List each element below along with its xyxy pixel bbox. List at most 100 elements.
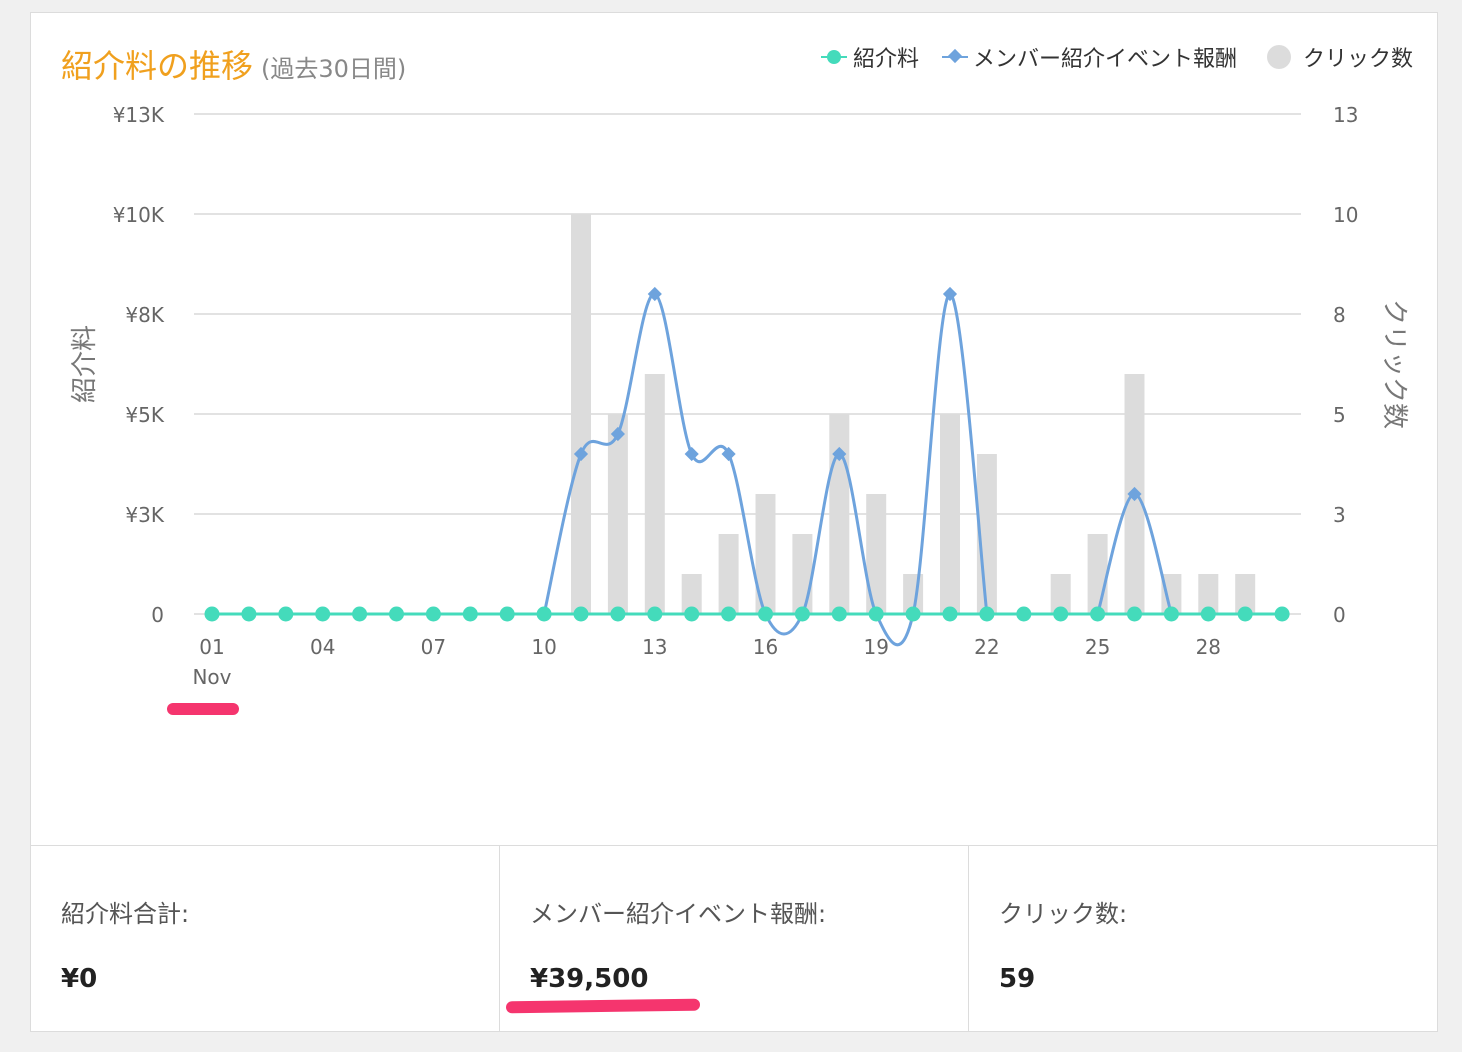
click-count-bar	[571, 214, 591, 614]
legend-circle-icon	[1266, 45, 1291, 69]
referral-fee-point	[278, 606, 294, 622]
chart-subtitle: (過去30日間)	[261, 55, 407, 83]
referral-fee-point	[315, 606, 331, 622]
nov-highlight-mark	[167, 703, 239, 715]
y-left-tick-label: 0	[151, 603, 164, 627]
referral-fee-point	[794, 606, 810, 622]
member-event-reward-point	[647, 286, 662, 302]
referral-fee-point	[758, 606, 773, 622]
click-count-bar	[829, 414, 850, 614]
referral-fee-point	[1127, 606, 1142, 622]
member-event-reward-point	[832, 446, 847, 462]
x-month-label: Nov	[192, 665, 231, 689]
legend-label-clicks: クリック数	[1302, 47, 1413, 72]
referral-fee-point	[573, 606, 589, 622]
click-count-bar	[681, 574, 702, 614]
y-right-tick-label: 8	[1333, 303, 1346, 327]
x-tick-label: 10	[531, 635, 556, 659]
chart-svg: 0 0 ¥3K 3 ¥5K 5 ¥8K 8 ¥10K 10 ¥13K 13 紹介料 クリック数 01 04 07…	[70, 103, 1409, 689]
member-event-reward-line	[542, 292, 989, 647]
y-left-tick-label: ¥8K	[125, 303, 164, 327]
click-count-bar	[1050, 574, 1071, 614]
referral-fee-point	[721, 606, 737, 622]
referral-fee-point	[425, 606, 441, 622]
x-tick-label: 25	[1085, 635, 1110, 659]
stats-row: 紹介料合計: ¥0 メンバー紹介イベント報酬: ¥39,500 クリック数: 5…	[31, 846, 1437, 1031]
chart-title-text: 紹介料の推移	[61, 47, 254, 85]
referral-fee-point	[942, 606, 958, 622]
stat-value: ¥0	[61, 964, 98, 994]
stat-value: ¥39,500	[530, 964, 649, 994]
x-tick-label: 07	[421, 635, 446, 659]
member-event-reward-point	[1127, 486, 1142, 502]
click-count-bar	[940, 414, 960, 614]
member-event-reward-point	[942, 286, 958, 302]
referral-fee-point	[1274, 606, 1290, 622]
y-right-tick-label: 5	[1333, 403, 1346, 427]
x-tick-label: 04	[310, 635, 335, 659]
referral-fee-point	[499, 606, 515, 622]
referral-fee-point	[610, 606, 626, 622]
y-right-tick-label: 0	[1333, 603, 1346, 627]
y-left-tick-label: ¥13K	[113, 103, 165, 127]
stat-click-count: クリック数: 59	[969, 846, 1437, 1031]
y-right-tick-label: 3	[1333, 503, 1346, 527]
click-count-bar	[1235, 574, 1256, 614]
click-count-bar	[644, 374, 665, 614]
click-count-bar	[1087, 534, 1108, 614]
y-left-tick-label: ¥5K	[125, 403, 164, 427]
referral-fee-point	[979, 606, 995, 622]
referral-fee-point	[1237, 606, 1253, 622]
y-left-tick-label: ¥10K	[113, 203, 165, 227]
y-right-tick-label: 13	[1333, 103, 1358, 127]
referral-fee-point	[905, 606, 921, 622]
member-event-reward-point	[721, 446, 736, 462]
referral-fee-point	[1016, 606, 1032, 622]
referral-fee-point	[462, 606, 478, 622]
chart-legend: 紹介料 メンバー紹介イベント報酬 クリック数	[820, 41, 1413, 73]
x-tick-label: 16	[753, 635, 778, 659]
x-tick-label: 13	[642, 635, 667, 659]
click-count-bar	[718, 534, 739, 614]
legend-label-member-event-reward: メンバー紹介イベント報酬	[972, 47, 1237, 72]
referral-fee-point	[647, 606, 663, 622]
legend-label-referral-fee: 紹介料	[852, 47, 919, 72]
legend-item-member-event-reward[interactable]: メンバー紹介イベント報酬	[941, 41, 1237, 73]
y-left-tick-label: ¥3K	[125, 503, 164, 527]
referral-fee-point	[389, 606, 404, 622]
x-tick-label: 19	[863, 635, 888, 659]
referral-fee-point	[204, 606, 220, 622]
y-left-axis-label: 紹介料	[70, 325, 100, 403]
referral-fee-point	[684, 606, 700, 622]
click-count-bar	[755, 494, 776, 614]
stat-member-event-reward: メンバー紹介イベント報酬: ¥39,500	[500, 846, 969, 1031]
referral-fee-point	[1053, 606, 1069, 622]
x-tick-label: 28	[1196, 635, 1221, 659]
y-right-axis-label: クリック数	[1379, 299, 1409, 429]
stat-label: クリック数:	[999, 900, 1128, 928]
click-count-bar	[1198, 574, 1219, 614]
referral-fee-point	[352, 606, 368, 622]
stat-referral-total: 紹介料合計: ¥0	[31, 846, 500, 1031]
member-event-reward-point	[684, 446, 699, 462]
click-count-bar	[607, 414, 628, 614]
legend-item-clicks[interactable]: クリック数	[1266, 41, 1413, 73]
reward-highlight-mark	[505, 998, 701, 1014]
referral-fee-point	[1200, 606, 1216, 622]
click-count-bar	[866, 494, 887, 614]
stat-label: メンバー紹介イベント報酬:	[530, 900, 827, 928]
stat-label: 紹介料合計:	[61, 900, 190, 928]
referral-fee-point	[831, 606, 847, 622]
referral-fee-point	[241, 606, 257, 622]
legend-item-referral-fee[interactable]: 紹介料	[820, 41, 919, 73]
click-count-bar	[792, 534, 813, 614]
referral-fee-point	[536, 606, 552, 622]
stat-value: 59	[999, 964, 1036, 994]
y-right-tick-label: 10	[1333, 203, 1358, 227]
x-tick-label: 01	[199, 635, 224, 659]
legend-dot-icon	[820, 50, 847, 64]
x-tick-label: 22	[974, 635, 999, 659]
legend-diamond-icon	[941, 51, 968, 63]
member-event-reward-point	[610, 426, 625, 442]
